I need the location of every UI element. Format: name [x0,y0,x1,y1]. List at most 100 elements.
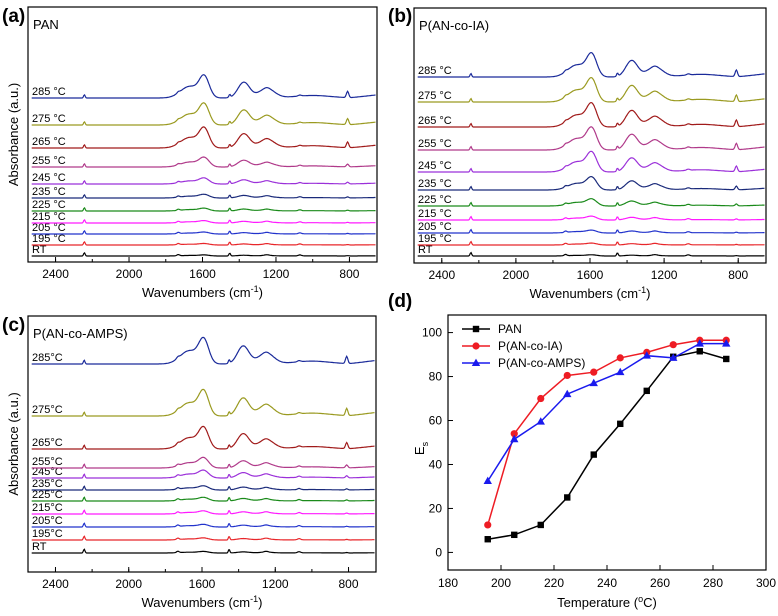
panel-b-x-tick-label-2: 1600 [577,268,604,282]
panel-c-series-label-6: 245°C [32,466,63,478]
panel-b-x-tick-label-3: 1200 [651,268,678,282]
panel-b-series-label-5: 235 °C [418,178,452,190]
panel-c-series-7 [31,456,375,469]
panel-d: (d) 180 200 220 240 260 280 300 0 20 40 60 80 100 Temp… [388,291,776,610]
panel-c-series-5 [31,485,375,491]
panel-c-series-label-3: 215°C [32,502,63,514]
panel-c-series-label-1: 195°C [32,528,63,540]
panel-c-series-1 [31,535,375,541]
panel-c-series-label-8: 265°C [32,437,63,449]
panel-b-series-label-9: 275 °C [418,90,452,102]
panel-d-series-2-point-4 [589,378,598,387]
panel-d-x-tick-label-5: 280 [703,576,723,590]
panel-c-series-label-10: 285°C [32,352,63,364]
panel-d-legend-label-2: P(AN-co-AMPS) [498,356,585,370]
panel-b-x-tick-label-4: 800 [728,268,748,282]
panel-d-series-1-point-7 [669,341,677,349]
panel-d-series-0-point-4 [590,451,597,458]
panel-d-y-tick-label-0: 0 [435,545,442,559]
panel-d-y-tick-label-1: 20 [429,501,443,515]
panel-d-y-axis-label: Es [412,441,430,455]
panel-d-y-tick-label-2: 40 [429,457,443,471]
panel-a-series-label-4: 225 °C [32,199,66,211]
panel-d-panel-label: (d) [388,291,412,312]
panel-d-y-tick-label-3: 60 [429,414,443,428]
panel-b-series-label-3: 215 °C [418,208,452,220]
panel-b-series-5 [417,175,765,191]
panel-c-y-axis-label: Absorbance (a.u.) [6,392,21,495]
panel-d-series-1-point-5 [616,354,624,362]
panel-d-series-0-point-1 [511,531,518,539]
panel-a-series-3 [31,218,376,224]
panel-b-series-7 [417,126,765,151]
panel-a-series-2 [31,229,376,235]
panel-a-x-tick-label-3: 1200 [263,267,290,281]
panel-a-x-axis-label: Wavenumbers (cm-1) [142,284,263,300]
panel-c-x-tick-label-0: 2400 [42,577,69,591]
panel-a-x-tick-label-1: 2000 [116,267,143,281]
panel-a-series-8 [31,126,376,149]
panel-c-series-label-5: 235°C [32,478,63,490]
panel-d-x-tick-label-4: 260 [650,576,670,590]
panel-d-y-tick-label-4: 80 [429,370,443,384]
panel-c-series-4 [31,496,375,502]
panel-c-series-6 [31,469,375,479]
panel-a-series-label-6: 245 °C [32,172,66,184]
panel-d-series-0-point-8 [696,348,703,355]
panel-b-axes-frame [413,7,767,264]
panel-a-x-tick-label-0: 2400 [42,267,69,281]
panel-d-series-0-point-6 [643,387,650,395]
panel-d-legend-marker-1 [472,342,480,350]
panel-a-series-0 [31,251,376,257]
panel-a-series-7 [31,156,376,168]
panel-b-title: P(AN-co-IA) [419,18,489,33]
panel-d-series-2-point-6 [642,351,651,359]
panel-a-x-tick-label-4: 800 [339,267,359,281]
panel-a-series-label-9: 275 °C [32,113,66,125]
panel-a-y-axis-label: Absorbance (a.u.) [6,83,21,186]
panel-a-series-9 [31,102,376,126]
panel-c-series-label-4: 225°C [32,489,63,501]
panel-d-series-0-point-0 [484,536,491,543]
panel-d-x-tick-label-6: 300 [756,576,776,590]
panel-b-series-6 [417,150,765,173]
panel-b-x-tick-label-1: 2000 [503,268,530,282]
panel-d-legend-label-0: PAN [498,322,522,336]
panel-a-series-label-3: 215 °C [32,211,66,223]
panel-c-axes-frame [27,315,377,573]
panel-d-series-2-point-0 [483,476,492,484]
panel-a-series-label-1: 195 °C [32,233,66,245]
panel-a-series-label-7: 255 °C [32,155,66,167]
panel-d-series-0-point-5 [617,420,624,428]
panel-b-series-label-1: 195 °C [418,233,452,245]
panel-a-series-5 [31,193,376,199]
panel-a-title: PAN [33,17,59,32]
panel-d-series-1-point-4 [590,368,598,376]
panel-d-series-0-point-3 [564,494,571,501]
panel-c-x-tick-label-4: 800 [339,577,359,591]
panel-b-series-1 [417,240,765,246]
panel-d-legend-marker-2 [471,358,481,366]
panel-a-series-6 [31,177,376,185]
panel-b-x-tick-label-0: 2400 [428,268,455,282]
panel-a-panel-label: (a) [2,6,25,27]
panel-c-series-label-2: 205°C [32,515,63,527]
panel-d-series-1-point-3 [563,371,571,380]
panel-a-series-label-0: RT [32,244,47,256]
panel-b-series-label-4: 225 °C [418,194,452,206]
panel-d-series-line-0 [487,350,727,540]
panel-c-series-label-7: 255°C [32,456,63,468]
panel-b-series-label-8: 265 °C [418,115,452,127]
panel-b-series-label-0: RT [418,244,433,256]
panel-b-series-label-10: 285 °C [418,65,452,77]
panel-b-series-0 [417,251,765,257]
panel-d-x-tick-label-1: 200 [491,576,511,590]
panel-c-series-2 [31,522,375,528]
panel-a-series-label-5: 235 °C [32,186,66,198]
panel-b-series-4 [417,198,765,207]
panel-a-axes-frame [27,6,378,263]
panel-c-title: P(AN-co-AMPS) [33,326,128,341]
